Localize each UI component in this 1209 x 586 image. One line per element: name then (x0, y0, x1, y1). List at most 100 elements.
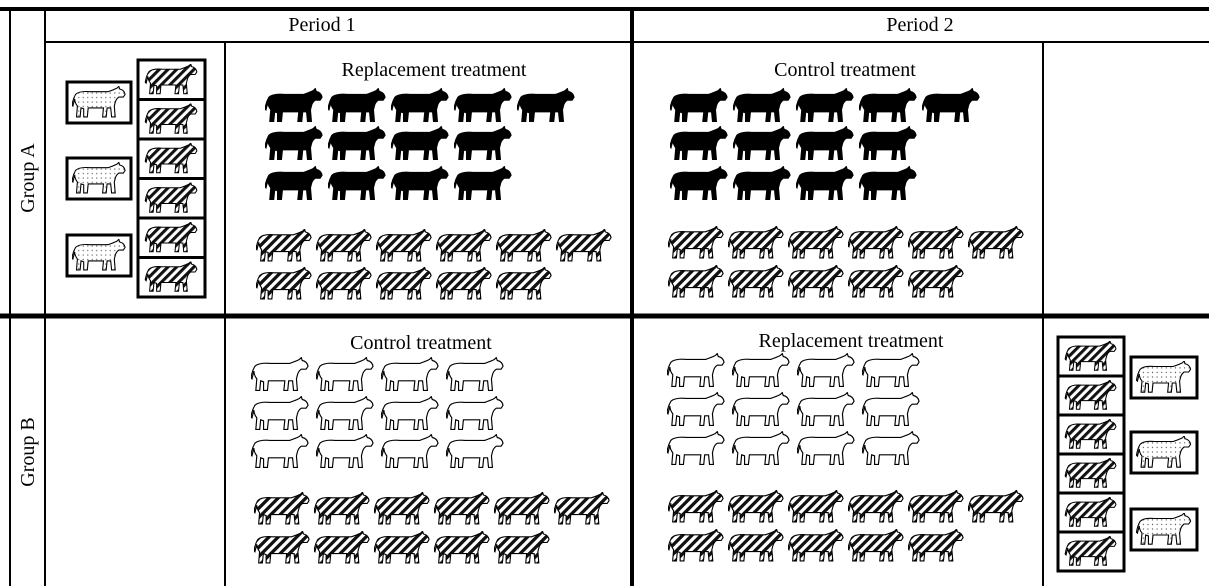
cow-icon (316, 358, 373, 391)
cow-icon (797, 432, 854, 465)
cow-icon (381, 435, 438, 468)
cow-icon (667, 432, 724, 465)
cow-icon (859, 89, 916, 122)
cow-icon (436, 267, 491, 299)
cow-icon (434, 492, 489, 524)
cow-icon (316, 397, 373, 430)
cow-icon (859, 127, 916, 160)
cow-icon (376, 267, 431, 299)
cow-icon (316, 435, 373, 468)
cow-icon (391, 167, 448, 200)
cow-icon (908, 226, 963, 258)
cow-icon (446, 397, 503, 430)
cow-icon (797, 354, 854, 387)
cow-icon (517, 89, 574, 122)
cow-icon (670, 167, 727, 200)
cow-icon (376, 229, 431, 261)
cow-icon (797, 393, 854, 426)
cow-icon (265, 89, 322, 122)
cow-icon (668, 529, 723, 561)
cow-icon (256, 267, 311, 299)
cow-icon (314, 492, 369, 524)
cow-icon (446, 358, 503, 391)
cow-icon (796, 89, 853, 122)
cow-icon (254, 531, 309, 563)
cow-icon (374, 492, 429, 524)
cow-icon (668, 265, 723, 297)
group-label: Group B (17, 417, 39, 486)
cow-icon (316, 229, 371, 261)
cow-icon (728, 490, 783, 522)
cow-icon (862, 354, 919, 387)
cow-icon (862, 432, 919, 465)
cow-icon (788, 490, 843, 522)
period-header: Period 1 (288, 14, 355, 36)
cow-icon (848, 529, 903, 561)
cow-icon (670, 89, 727, 122)
cow-icon (494, 531, 549, 563)
figure: Period 1 Period 2 Group A Group B Replac… (0, 0, 1209, 586)
cow-icon (732, 393, 789, 426)
cow-icon (434, 531, 489, 563)
cow-icon (733, 167, 790, 200)
period-header: Period 2 (886, 14, 953, 36)
cow-icon (265, 167, 322, 200)
cow-icon (374, 531, 429, 563)
cow-icon (732, 354, 789, 387)
cow-icon (446, 435, 503, 468)
treatment-label: Replacement treatment (759, 330, 944, 352)
group-label: Group A (17, 143, 39, 213)
cow-icon (862, 393, 919, 426)
cow-icon (314, 531, 369, 563)
cow-icon (788, 529, 843, 561)
cow-icon (256, 229, 311, 261)
cow-icon (328, 167, 385, 200)
cow-icon (454, 167, 511, 200)
cow-icon (251, 435, 308, 468)
cow-icon (251, 397, 308, 430)
cow-icon (328, 89, 385, 122)
cow-icon (922, 89, 979, 122)
cow-icon (788, 226, 843, 258)
cow-icon (732, 432, 789, 465)
cow-icon (728, 265, 783, 297)
cow-icon (668, 226, 723, 258)
cow-icon (316, 267, 371, 299)
cow-icon (328, 127, 385, 160)
treatment-label: Control treatment (774, 59, 916, 81)
cow-icon (667, 393, 724, 426)
cow-icon (251, 358, 308, 391)
cow-icon (968, 226, 1023, 258)
cow-icon (381, 358, 438, 391)
cow-icon (859, 167, 916, 200)
cow-icon (391, 89, 448, 122)
cow-icon (494, 492, 549, 524)
cow-icon (454, 127, 511, 160)
cow-icon (733, 89, 790, 122)
cow-icon (733, 127, 790, 160)
cow-icon (436, 229, 491, 261)
cow-icon (848, 490, 903, 522)
treatment-label: Control treatment (350, 332, 492, 354)
cow-icon (796, 167, 853, 200)
cow-icon (265, 127, 322, 160)
cow-icon (908, 490, 963, 522)
cow-icon (667, 354, 724, 387)
cow-icon (848, 265, 903, 297)
cow-icon (908, 529, 963, 561)
cow-icon (556, 229, 611, 261)
cow-icon (728, 529, 783, 561)
cow-icon (254, 492, 309, 524)
cow-icon (496, 267, 551, 299)
cow-icon (670, 127, 727, 160)
cow-icon (796, 127, 853, 160)
cow-icon (496, 229, 551, 261)
cow-icon (381, 397, 438, 430)
cow-icon (668, 490, 723, 522)
cow-icon (968, 490, 1023, 522)
cow-icon (788, 265, 843, 297)
cow-icon (554, 492, 609, 524)
cow-icon (908, 265, 963, 297)
cow-icon (454, 89, 511, 122)
cow-icon (391, 127, 448, 160)
